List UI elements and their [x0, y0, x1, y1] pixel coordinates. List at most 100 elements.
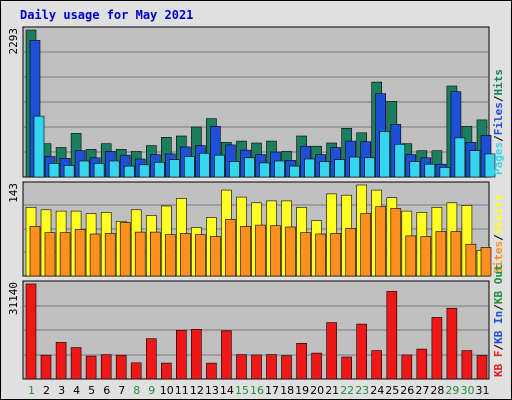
- bar-sites-day-21: [330, 233, 341, 277]
- bar-kb-f-day-10: [161, 362, 172, 380]
- bar-kb-f-day-23: [356, 323, 368, 380]
- bar-sites-day-26: [405, 235, 417, 277]
- bar-pages-day-5: [93, 163, 105, 178]
- bar-pages-day-25: [394, 144, 406, 178]
- bar-sites-day-24: [375, 206, 387, 277]
- bar-pages-day-4: [78, 160, 90, 178]
- bar-kb-f-day-28: [431, 317, 443, 380]
- bar-pages-day-7: [123, 165, 135, 178]
- legend-entry: /: [492, 135, 505, 142]
- bar-kb-f-day-5: [85, 355, 97, 380]
- bar-sites-day-10: [165, 234, 176, 277]
- bar-sites-day-22: [345, 228, 357, 277]
- y-max-label-3: 31140: [7, 282, 20, 315]
- bar-pages-day-2: [48, 163, 60, 178]
- day-label-16: 16: [250, 384, 264, 397]
- bar-pages-day-30: [469, 150, 481, 178]
- bar-pages-day-28: [439, 167, 451, 178]
- y-max-label-2: 143: [7, 183, 20, 203]
- bar-sites-day-16: [255, 224, 266, 277]
- legend-entry: Files: [492, 102, 505, 135]
- day-label-11: 11: [175, 384, 189, 397]
- bar-kb-f-day-30: [461, 350, 473, 380]
- bar-kb-f-day-21: [326, 322, 337, 380]
- day-label-13: 13: [205, 384, 219, 397]
- bar-kb-f-day-26: [401, 354, 413, 380]
- chart-title: Daily usage for May 2021: [20, 8, 194, 22]
- day-label-10: 10: [160, 384, 174, 397]
- day-label-22: 22: [340, 384, 354, 397]
- legend-entry: /: [492, 344, 505, 351]
- bar-pages-day-31: [484, 153, 496, 178]
- day-label-17: 17: [265, 384, 279, 397]
- day-label-30: 30: [461, 384, 475, 397]
- bar-kb-f-day-25: [386, 291, 398, 380]
- bar-kb-f-day-1: [25, 283, 37, 380]
- bar-kb-f-day-18: [281, 355, 292, 380]
- bar-pages-day-11: [184, 156, 195, 178]
- day-label-4: 4: [73, 384, 80, 397]
- bar-sites-day-15: [240, 226, 251, 277]
- day-label-20: 20: [310, 384, 324, 397]
- bar-sites-day-7: [119, 222, 131, 277]
- legend-entry: Visits: [492, 195, 505, 235]
- bar-sites-day-18: [285, 226, 296, 277]
- bar-kb-f-day-15: [236, 354, 247, 380]
- day-label-31: 31: [476, 384, 490, 397]
- legend-entry: /: [492, 304, 505, 311]
- bar-sites-day-29: [450, 231, 462, 277]
- day-label-1: 1: [28, 384, 35, 397]
- legend-2: Sites/Visits: [492, 195, 505, 275]
- bar-kb-f-day-8: [130, 362, 142, 380]
- bar-kb-f-day-11: [176, 329, 187, 380]
- day-label-6: 6: [103, 384, 110, 397]
- bar-sites-day-13: [210, 236, 221, 277]
- bar-pages-day-8: [138, 164, 150, 178]
- bar-pages-day-6: [108, 160, 120, 178]
- day-label-8: 8: [133, 384, 140, 397]
- day-label-28: 28: [430, 384, 444, 397]
- bar-pages-day-24: [379, 131, 391, 178]
- day-label-18: 18: [280, 384, 294, 397]
- legend-entry: /: [492, 234, 505, 241]
- bar-sites-day-2: [44, 232, 56, 277]
- bar-kb-f-day-20: [311, 352, 322, 380]
- day-label-26: 26: [400, 384, 414, 397]
- day-label-27: 27: [415, 384, 429, 397]
- legend-3: KB F/KB In/KB Out: [492, 264, 505, 377]
- bar-pages-day-16: [259, 162, 270, 178]
- day-label-15: 15: [235, 384, 249, 397]
- legend-entry: /: [492, 95, 505, 102]
- bar-kb-f-day-4: [70, 347, 82, 380]
- bar-pages-day-23: [364, 157, 376, 178]
- bar-pages-day-26: [409, 161, 421, 178]
- bar-kb-f-day-14: [221, 330, 232, 380]
- bar-pages-day-10: [169, 159, 180, 178]
- legend-entry: KB F: [492, 351, 505, 378]
- bar-kb-f-day-12: [191, 328, 202, 380]
- day-label-9: 9: [148, 384, 155, 397]
- bar-pages-day-12: [199, 153, 210, 178]
- bar-kb-f-day-29: [446, 307, 458, 380]
- day-label-2: 2: [43, 384, 50, 397]
- bar-kb-f-day-27: [416, 348, 428, 380]
- bar-sites-day-23: [360, 213, 372, 277]
- legend-entry: KB Out: [492, 264, 505, 304]
- bar-kb-f-day-6: [100, 354, 112, 380]
- y-max-label-1: 2293: [7, 28, 20, 55]
- bar-kb-f-day-3: [55, 342, 67, 380]
- bar-sites-day-20: [315, 233, 326, 277]
- bar-sites-day-17: [270, 225, 281, 277]
- bar-kb-f-day-24: [371, 350, 383, 380]
- bar-pages-day-27: [424, 163, 436, 178]
- bar-kb-f-day-9: [146, 338, 157, 380]
- bar-pages-day-3: [63, 165, 75, 178]
- bar-sites-day-8: [134, 231, 146, 277]
- bar-pages-day-1: [33, 115, 45, 178]
- bar-sites-day-27: [420, 236, 432, 277]
- day-label-14: 14: [220, 384, 234, 397]
- bar-sites-day-5: [89, 233, 101, 277]
- bar-pages-day-15: [244, 157, 255, 178]
- day-label-24: 24: [370, 384, 384, 397]
